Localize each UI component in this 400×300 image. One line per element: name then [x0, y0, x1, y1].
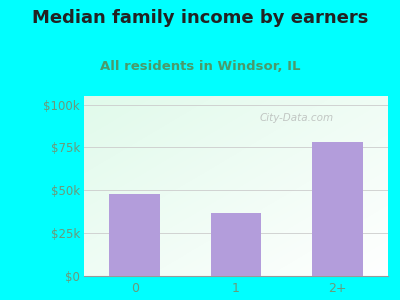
Text: All residents in Windsor, IL: All residents in Windsor, IL — [100, 60, 300, 73]
Text: Median family income by earners: Median family income by earners — [32, 9, 368, 27]
Bar — [109, 194, 160, 276]
Text: City-Data.com: City-Data.com — [260, 112, 334, 123]
Bar — [211, 213, 261, 276]
Bar — [312, 142, 363, 276]
